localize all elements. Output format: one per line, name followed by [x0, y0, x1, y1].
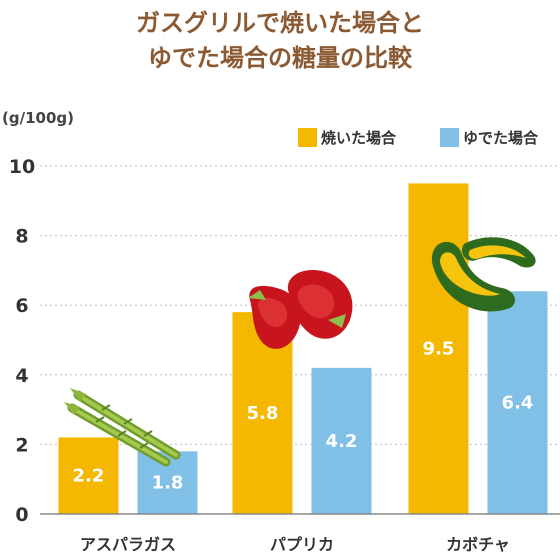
data-label: 5.8 — [247, 403, 279, 424]
legend-swatch-baked — [298, 128, 317, 147]
x-tick-label: カボチャ — [446, 535, 510, 552]
legend-label-baked: 焼いた場合 — [321, 129, 397, 147]
y-tick-label: 8 — [15, 226, 28, 248]
y-tick-label: 2 — [15, 434, 28, 456]
data-label: 9.5 — [423, 339, 455, 360]
bar-baked-1 — [58, 437, 119, 514]
bars — [58, 183, 548, 514]
x-tick-label: パプリカ — [270, 535, 334, 552]
chart-title-line-1: ガスグリルで焼いた場合と — [136, 9, 424, 37]
bar-boiled-3 — [487, 291, 548, 514]
y-tick-label: 10 — [9, 156, 35, 178]
y-tick-label: 6 — [15, 295, 28, 317]
chart-title-line-2: ゆでた場合の糖量の比較 — [148, 44, 412, 72]
y-tick-label: 0 — [15, 504, 28, 526]
x-tick-labels: アスパラガス パプリカ カボチャ — [80, 535, 510, 552]
legend: 焼いた場合 ゆでた場合 — [298, 128, 539, 147]
y-unit-label: (g/100g) — [2, 109, 74, 127]
legend-label-boiled: ゆでた場合 — [463, 129, 539, 147]
legend-swatch-boiled — [440, 128, 459, 147]
data-label: 1.8 — [152, 473, 184, 494]
y-tick-labels: 0 2 4 6 8 10 — [9, 156, 35, 526]
x-tick-label: アスパラガス — [80, 535, 176, 552]
asparagus-icon — [64, 388, 181, 467]
y-tick-label: 4 — [15, 365, 28, 387]
bar-baked-3 — [408, 183, 469, 514]
data-label: 2.2 — [73, 466, 105, 487]
data-label: 6.4 — [502, 393, 534, 414]
value-labels: 2.2 1.8 5.8 4.2 9.5 6.4 — [73, 339, 534, 494]
chart-title: ガスグリルで焼いた場合と ゆでた場合の糖量の比較 — [0, 6, 560, 76]
data-label: 4.2 — [326, 431, 358, 452]
kabocha-slice-icon — [431, 237, 536, 312]
red-paprika-icon — [248, 270, 353, 349]
bar-boiled-2 — [311, 367, 372, 514]
